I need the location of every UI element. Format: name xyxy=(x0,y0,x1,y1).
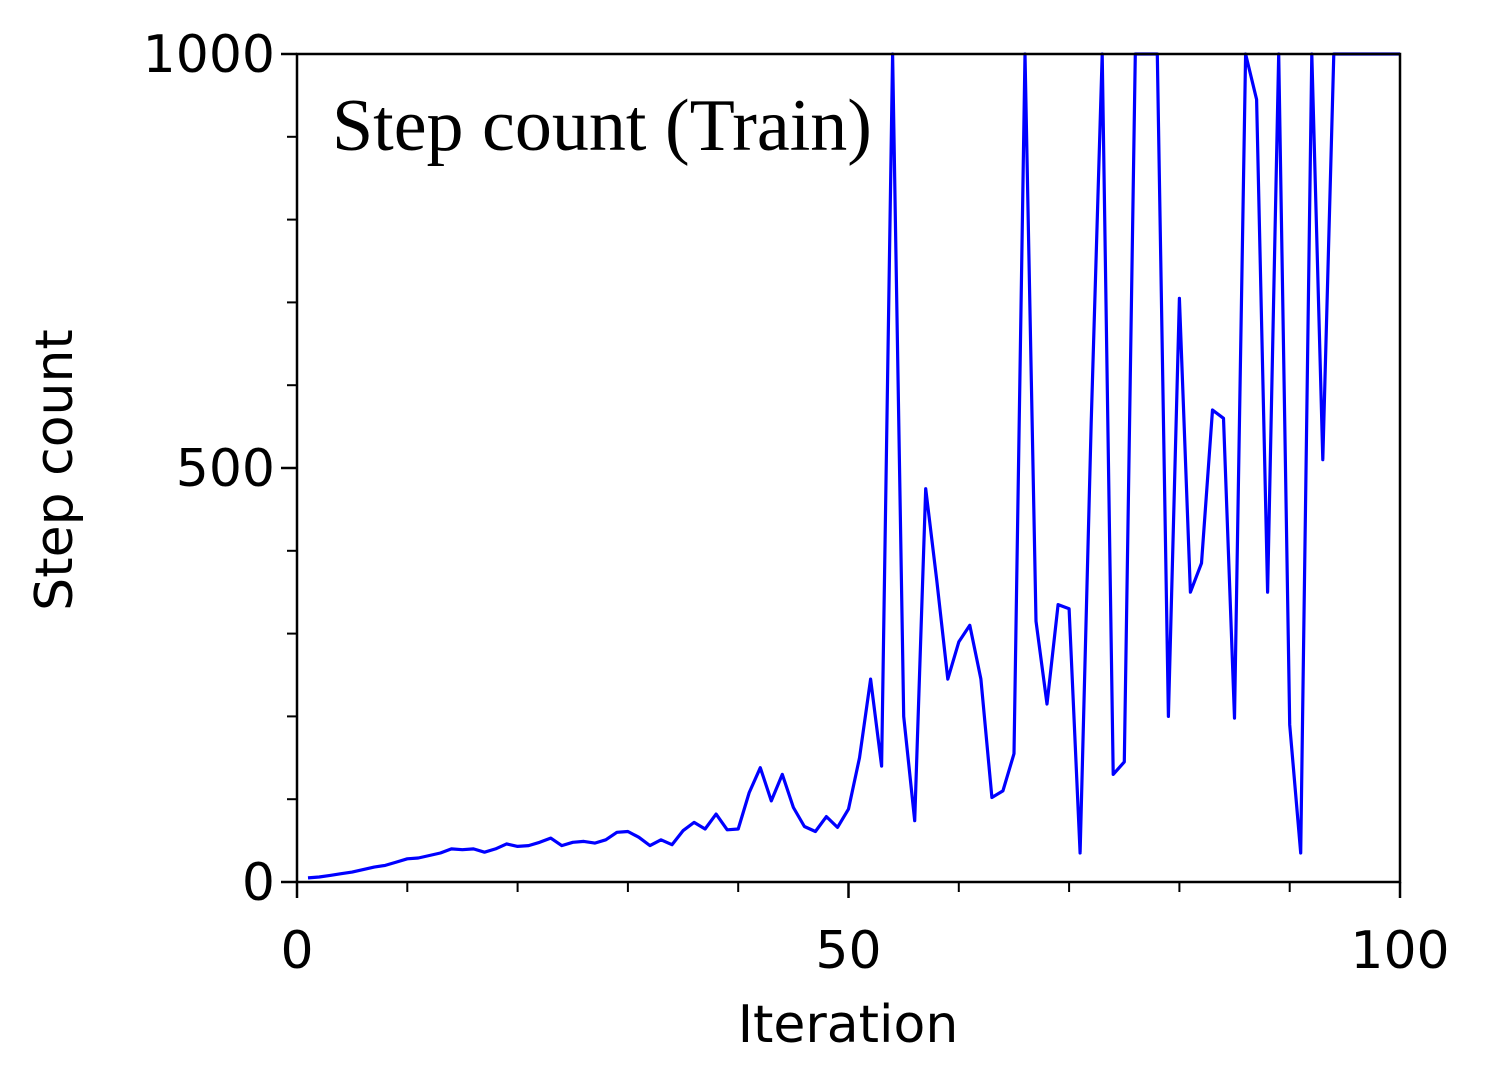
series-line xyxy=(307,52,1400,880)
series-layer xyxy=(307,52,1400,880)
x-tick-label: 0 xyxy=(280,921,313,981)
x-tick-label: 100 xyxy=(1350,921,1449,981)
chart-title: Step count (Train) xyxy=(332,85,872,167)
x-axis-label: Iteration xyxy=(738,995,959,1055)
y-tick-label: 1000 xyxy=(143,25,275,85)
x-tick-label: 50 xyxy=(815,921,881,981)
y-axis-ticks: 0 500 1000 xyxy=(143,25,297,913)
plot-area-frame xyxy=(295,52,1402,884)
y-tick-label: 0 xyxy=(242,853,275,913)
y-tick-label: 500 xyxy=(176,439,275,499)
y-axis-label: Step count xyxy=(25,329,85,611)
x-axis-ticks: 0 50 100 xyxy=(280,882,1450,981)
